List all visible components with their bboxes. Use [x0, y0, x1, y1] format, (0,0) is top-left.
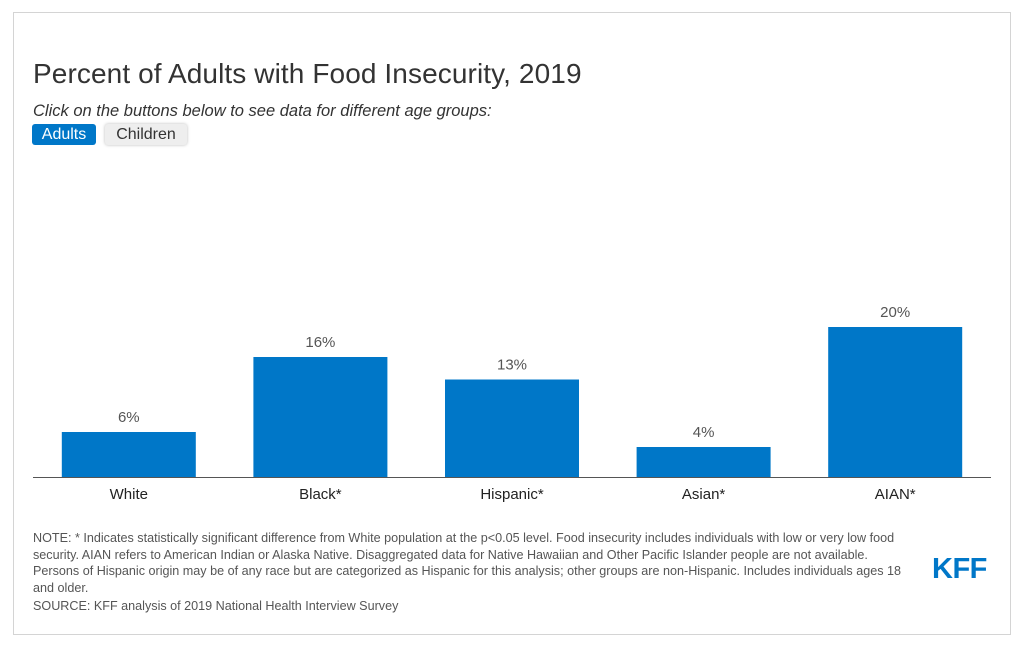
data-label: 20%	[880, 304, 910, 321]
bar-black	[253, 357, 388, 477]
data-label: 4%	[693, 424, 715, 441]
bar-hispanic	[445, 379, 579, 477]
bar-white	[61, 432, 196, 477]
category-label: Hispanic*	[480, 486, 544, 503]
category-label: Black*	[299, 486, 342, 503]
bar-asian	[636, 447, 771, 477]
chart-frame	[13, 12, 1011, 635]
data-label: 16%	[305, 334, 335, 351]
data-label: 6%	[118, 409, 140, 426]
bar-aian	[828, 327, 963, 477]
adults-button[interactable]: Adults	[32, 124, 96, 145]
category-label: White	[110, 486, 148, 503]
children-button[interactable]: Children	[105, 124, 187, 145]
category-label: AIAN*	[875, 486, 916, 503]
kff-logo: KFF	[932, 553, 987, 585]
data-label: 13%	[497, 357, 527, 374]
category-label: Asian*	[682, 486, 726, 503]
chart-source: SOURCE: KFF analysis of 2019 National He…	[33, 599, 399, 613]
chart-title: Percent of Adults with Food Insecurity, …	[33, 58, 582, 89]
chart-subtitle: Click on the buttons below to see data f…	[33, 102, 492, 120]
chart-note: NOTE: * Indicates statistically signific…	[33, 531, 902, 595]
